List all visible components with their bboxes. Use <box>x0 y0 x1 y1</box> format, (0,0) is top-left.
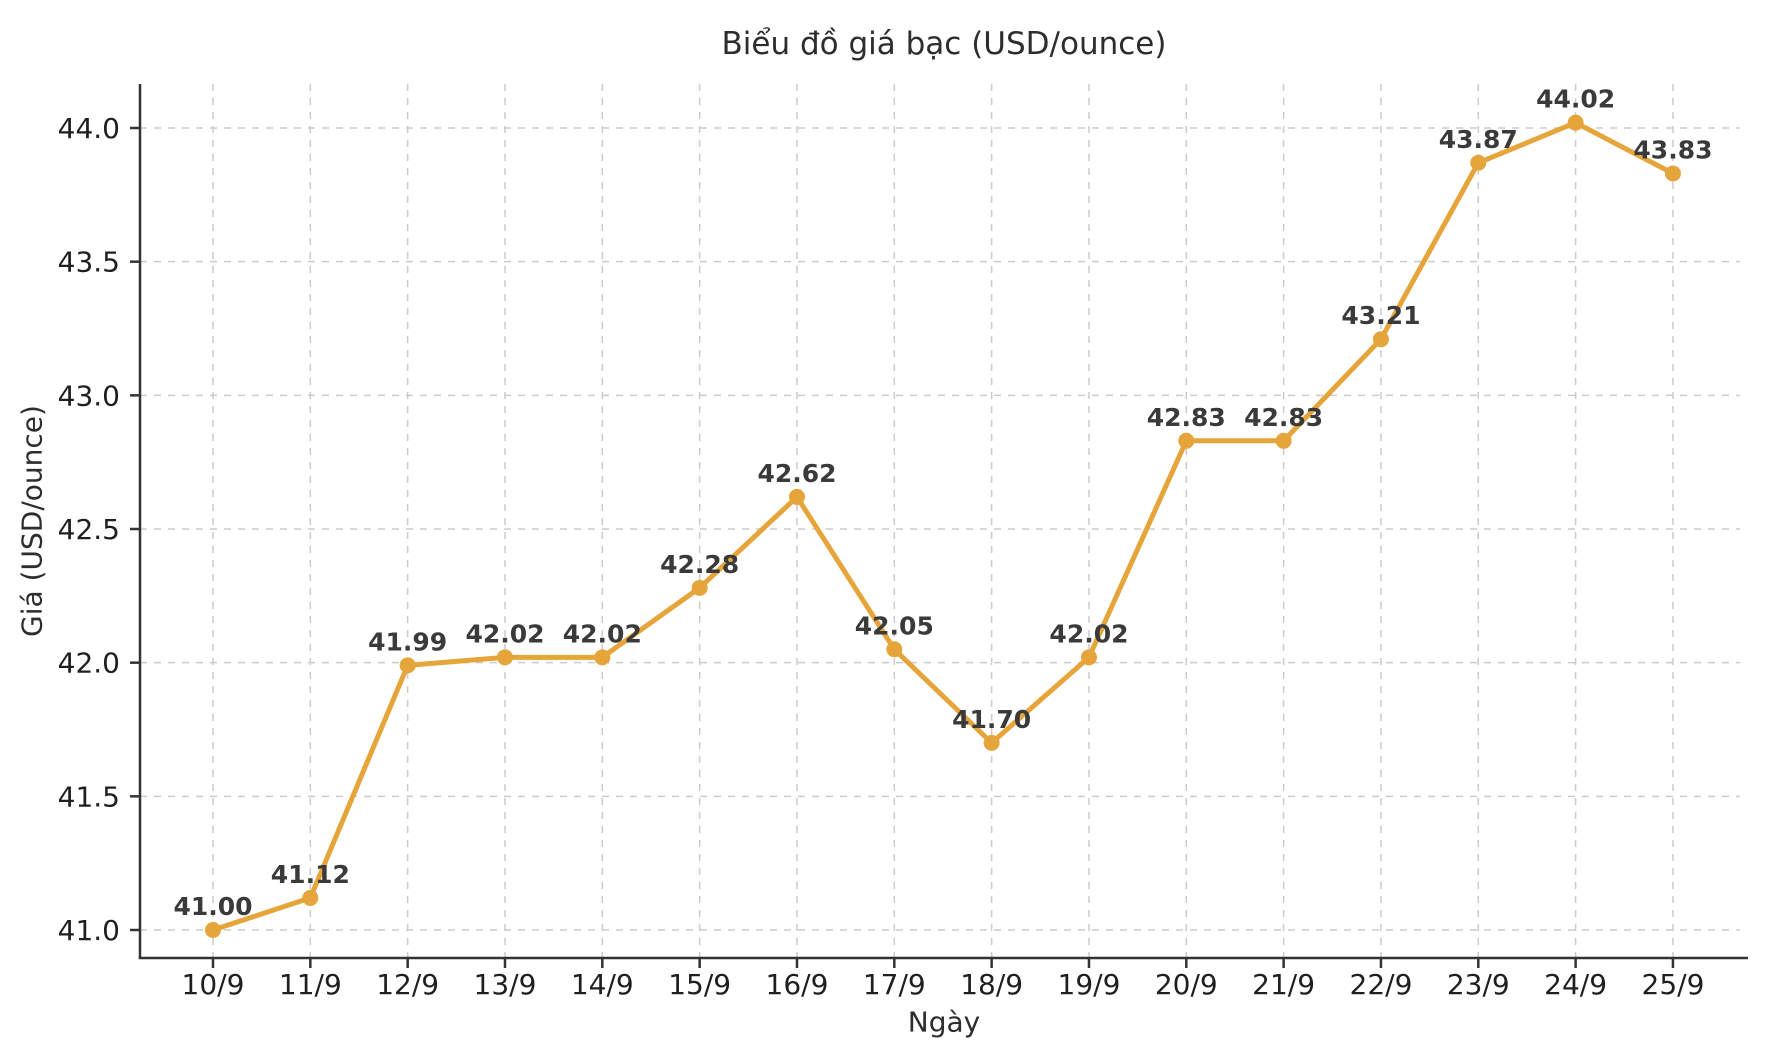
data-point-marker <box>1664 165 1681 182</box>
data-point-label: 42.83 <box>1147 403 1226 432</box>
data-point-label: 43.21 <box>1341 301 1420 330</box>
x-tick-label: 16/9 <box>766 968 829 1001</box>
data-point-marker <box>788 488 805 505</box>
y-tick-label: 43.0 <box>58 379 120 412</box>
data-point-marker <box>1567 114 1584 131</box>
x-tick-label: 11/9 <box>279 968 342 1001</box>
data-point-label: 41.00 <box>173 892 252 921</box>
data-point-label: 42.62 <box>757 459 836 488</box>
data-point-marker <box>1470 154 1487 171</box>
data-point-label: 42.02 <box>1049 619 1128 648</box>
x-tick-label: 22/9 <box>1350 968 1413 1001</box>
y-axis-label: Giá (USD/ounce) <box>15 405 49 637</box>
x-tick-label: 21/9 <box>1252 968 1315 1001</box>
y-tick-label: 41.0 <box>58 914 120 947</box>
x-tick-label: 25/9 <box>1642 968 1705 1001</box>
data-point-label: 42.02 <box>563 619 642 648</box>
x-tick-label: 17/9 <box>863 968 926 1001</box>
x-tick-label: 20/9 <box>1155 968 1218 1001</box>
data-point-marker <box>1178 432 1195 449</box>
x-tick-label: 19/9 <box>1058 968 1121 1001</box>
data-point-marker <box>983 734 1000 751</box>
data-point-label: 43.83 <box>1633 135 1712 164</box>
data-point-marker <box>205 922 221 938</box>
chart-title: Biểu đồ giá bạc (USD/ounce) <box>721 26 1167 62</box>
y-tick-label: 43.5 <box>58 246 120 279</box>
data-point-marker <box>302 889 319 906</box>
x-tick-label: 13/9 <box>474 968 537 1001</box>
x-axis-label: Ngày <box>907 1005 981 1039</box>
data-point-marker <box>594 649 611 666</box>
x-tick-label: 24/9 <box>1544 968 1607 1001</box>
data-point-label: 43.87 <box>1439 125 1518 154</box>
data-point-marker <box>1275 432 1292 449</box>
data-point-label: 41.12 <box>271 860 350 889</box>
x-tick-label: 15/9 <box>668 968 731 1001</box>
data-point-label: 44.02 <box>1536 85 1615 114</box>
data-point-label: 42.02 <box>465 619 544 648</box>
data-point-marker <box>1080 649 1097 666</box>
x-tick-label: 18/9 <box>960 968 1023 1001</box>
data-point-marker <box>691 579 708 596</box>
data-point-label: 42.28 <box>660 550 739 579</box>
data-point-label: 42.83 <box>1244 403 1323 432</box>
y-tick-label: 44.0 <box>58 112 120 145</box>
data-point-marker <box>886 641 903 658</box>
y-tick-label: 42.5 <box>58 513 120 546</box>
data-point-marker <box>496 649 513 666</box>
data-point-label: 41.70 <box>952 705 1031 734</box>
data-point-marker <box>399 657 416 674</box>
x-tick-label: 12/9 <box>376 968 439 1001</box>
data-point-label: 41.99 <box>368 627 447 656</box>
data-point-label: 42.05 <box>855 611 934 640</box>
x-tick-label: 10/9 <box>182 968 245 1001</box>
x-tick-label: 23/9 <box>1447 968 1510 1001</box>
y-tick-label: 41.5 <box>58 780 120 813</box>
price-line <box>210 120 1676 933</box>
x-tick-label: 14/9 <box>571 968 634 1001</box>
y-tick-label: 42.0 <box>58 647 120 680</box>
data-point-marker <box>1372 331 1389 348</box>
